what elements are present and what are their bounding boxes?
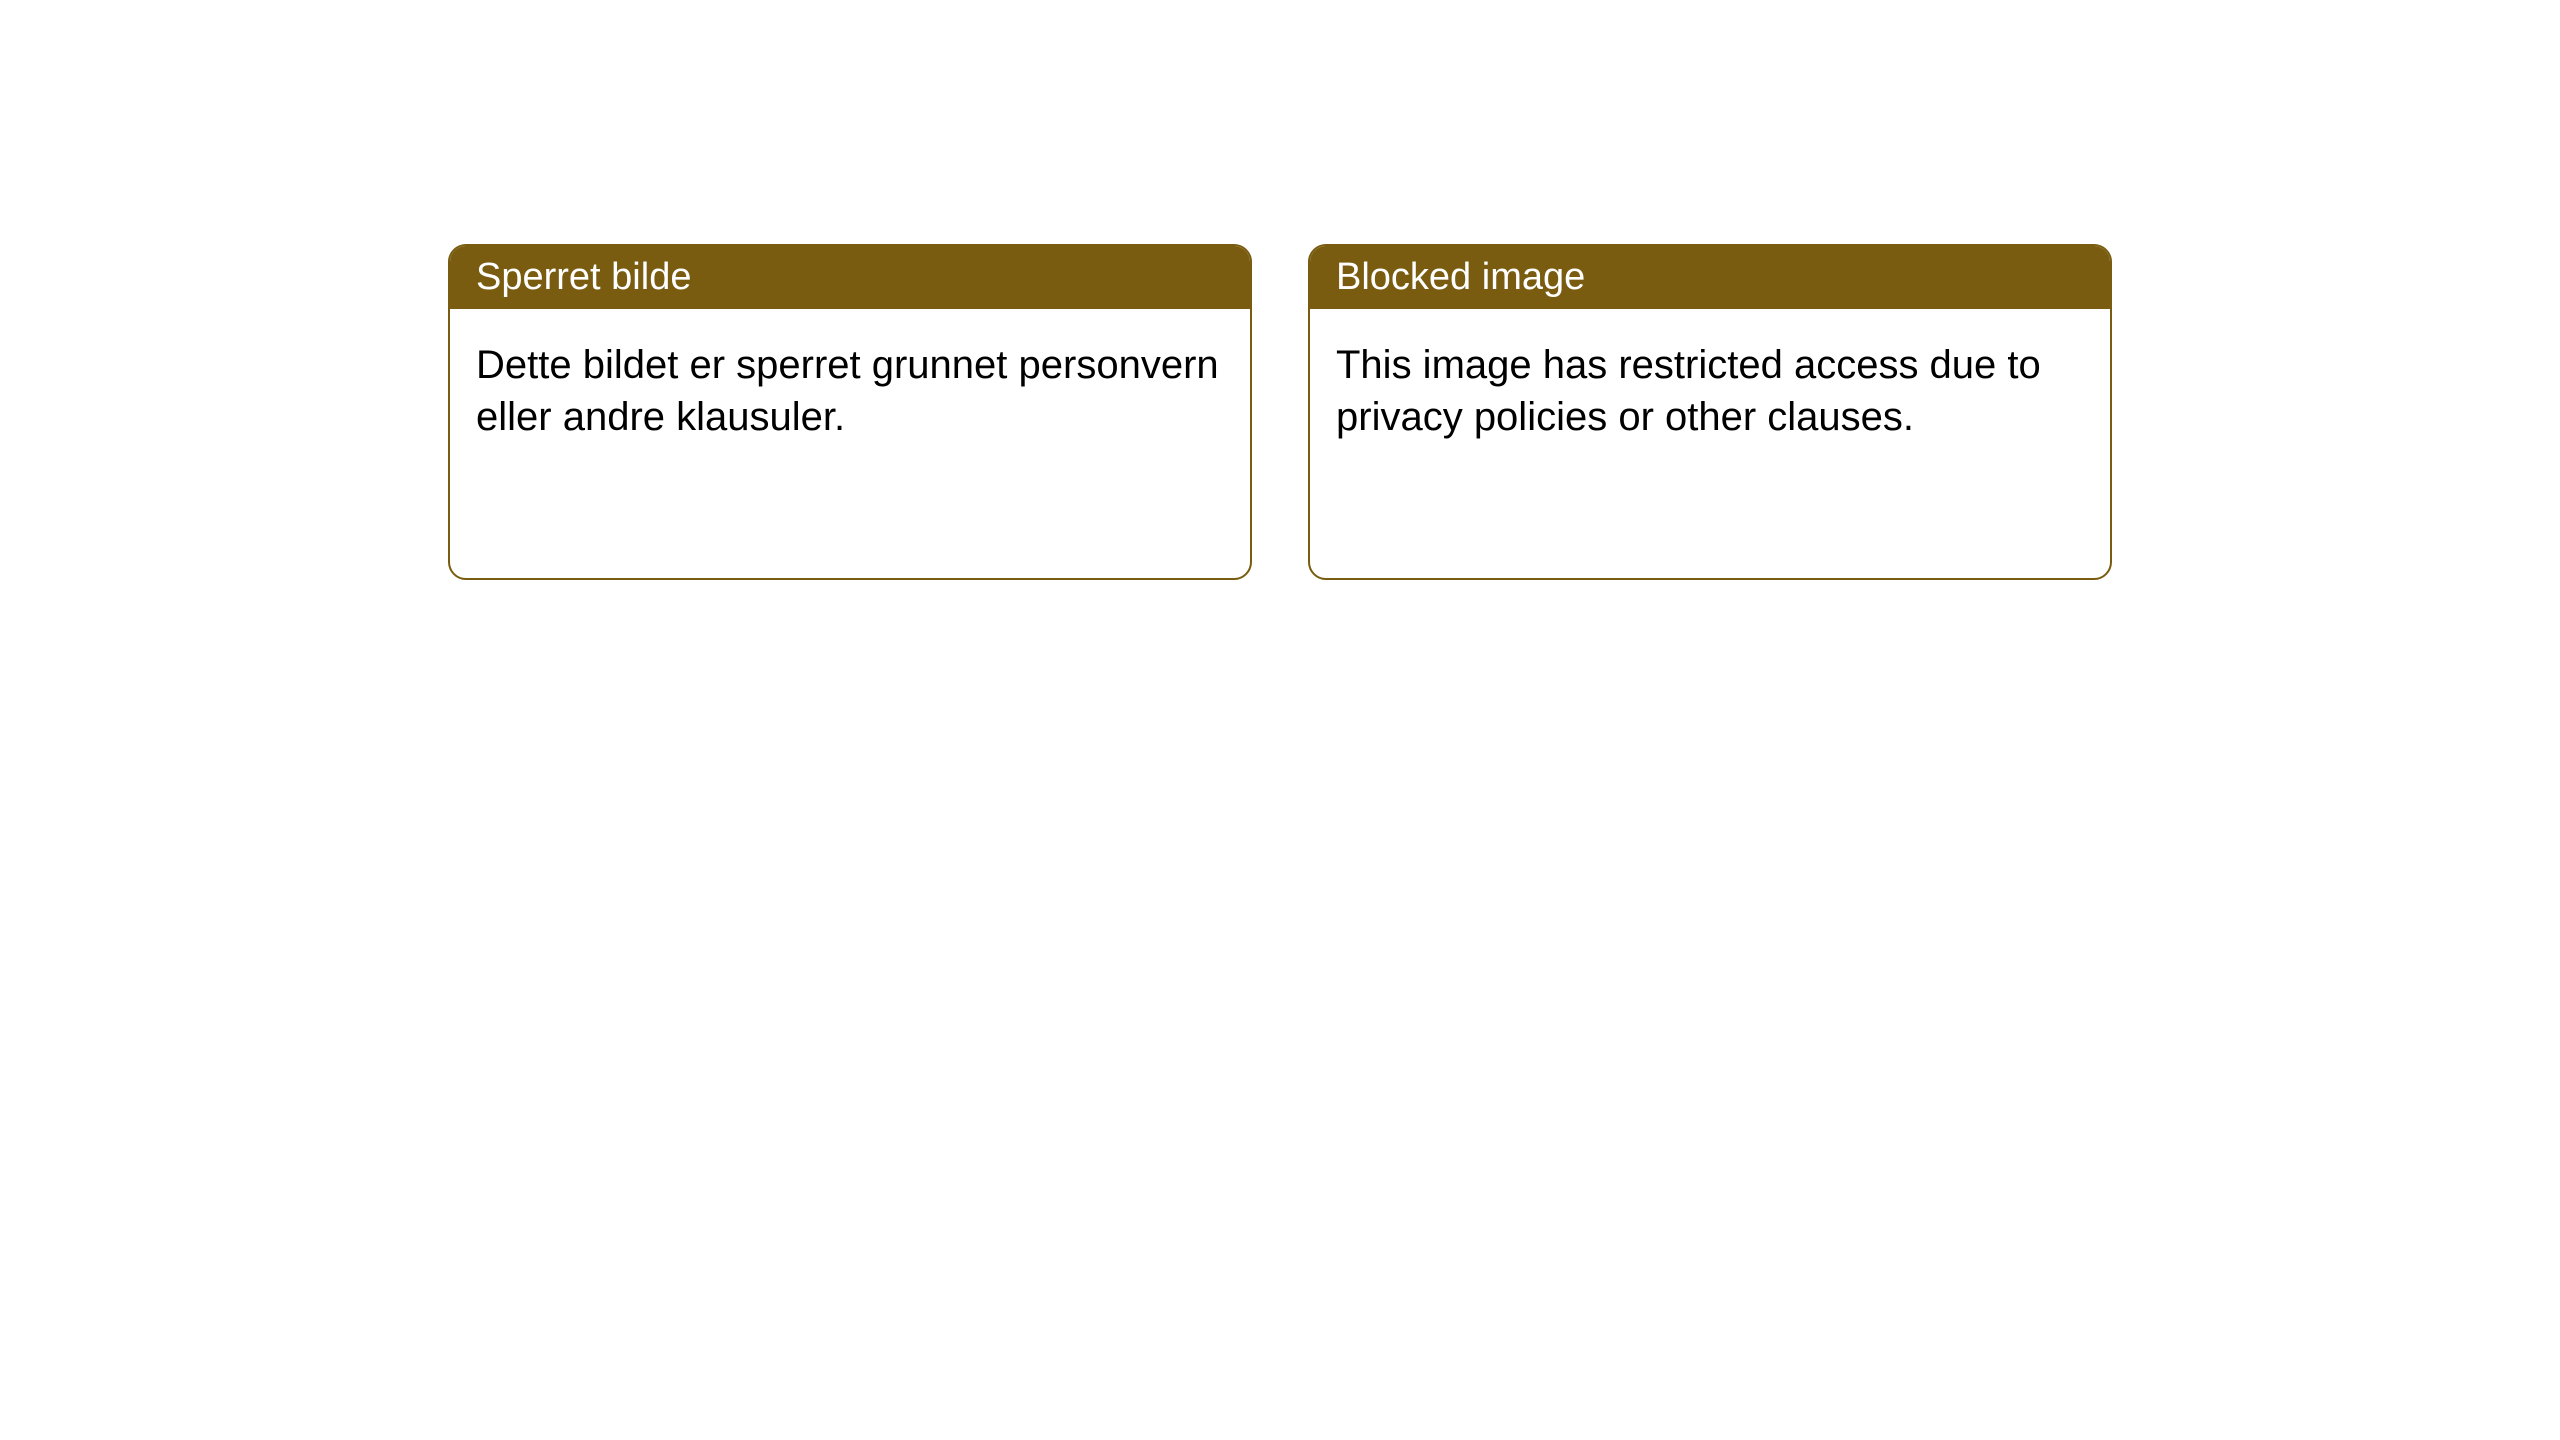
card-body: This image has restricted access due to … — [1310, 309, 2110, 473]
card-header: Sperret bilde — [450, 246, 1250, 309]
notice-card-norwegian: Sperret bilde Dette bildet er sperret gr… — [448, 244, 1252, 580]
card-header: Blocked image — [1310, 246, 2110, 309]
card-body: Dette bildet er sperret grunnet personve… — [450, 309, 1250, 473]
notice-card-english: Blocked image This image has restricted … — [1308, 244, 2112, 580]
notice-cards-container: Sperret bilde Dette bildet er sperret gr… — [448, 244, 2112, 580]
